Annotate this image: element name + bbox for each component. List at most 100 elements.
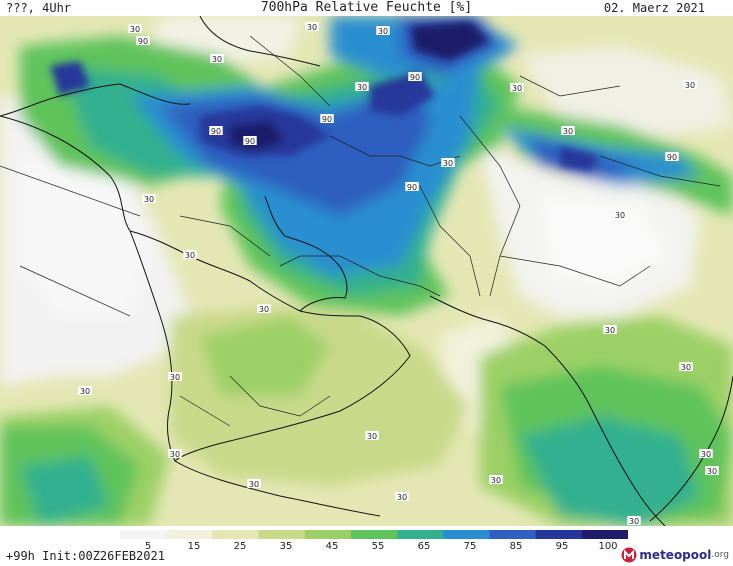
contour-label-bg	[355, 82, 369, 91]
contour-label-bg	[136, 36, 150, 45]
contour-label: 30	[397, 493, 407, 502]
contour-label-bg	[683, 80, 697, 89]
contour-label: 30	[185, 251, 195, 260]
contour-label: 30	[249, 480, 259, 489]
contour-label: 90	[410, 73, 420, 82]
contour-label-bg	[305, 22, 319, 31]
brand-name: meteopool	[639, 548, 712, 562]
colorbar-segment	[397, 530, 444, 539]
forecast-date: 02. Maerz 2021	[603, 1, 705, 15]
contour-label-bg	[247, 479, 261, 488]
contour-label: 90	[245, 137, 255, 146]
contour-label-bg	[243, 136, 257, 145]
contour-label-bg	[320, 114, 334, 123]
contour-label: 30	[170, 450, 180, 459]
header-bar: ???, 4Uhr 700hPa Relative Feuchte [%] 02…	[0, 0, 733, 16]
contour-label: 30	[443, 159, 453, 168]
colorbar-tick-label: 15	[187, 541, 201, 552]
colorbar-tick-label: 5	[144, 541, 152, 552]
contour-label-bg	[128, 24, 142, 33]
contour-label: 90	[322, 115, 332, 124]
contour-label: 30	[212, 55, 222, 64]
contour-label: 90	[667, 153, 677, 162]
brand-tld: .org	[711, 550, 729, 560]
contour-label: 30	[701, 450, 711, 459]
contour-label-bg	[395, 492, 409, 501]
contour-label-bg	[168, 449, 182, 458]
contour-label-bg	[561, 126, 575, 135]
colorbar-segment	[304, 530, 352, 539]
contour-label: 30	[80, 387, 90, 396]
contour-label-bg	[627, 516, 641, 525]
colorbar-tick-label: 95	[555, 541, 569, 552]
contour-label-bg	[376, 26, 390, 35]
colorbar-segment	[489, 530, 537, 539]
contour-label-bg	[603, 325, 617, 334]
colorbar-segment	[258, 530, 306, 539]
colorbar-tick-label: 100	[598, 541, 618, 552]
contour-label-bg	[209, 126, 223, 135]
coastlines	[0, 16, 733, 526]
contour-label: 30	[357, 83, 367, 92]
colorbar-segment	[443, 530, 490, 539]
colorbar-tick-label: 85	[509, 541, 523, 552]
colorbar-tick-label: 65	[417, 541, 431, 552]
humidity-map: 90 90 90 90 90 90 90 30 30 30 30 30 30 30 30 30 30 30 30 30…	[0, 16, 733, 526]
colorbar-segment	[212, 530, 260, 539]
contour-label: 30	[563, 127, 573, 136]
colorbar-segment	[166, 530, 213, 539]
contour-label: 30	[378, 27, 388, 36]
contour-label: 30	[491, 476, 501, 485]
colorbar-segment	[350, 530, 398, 539]
contour-label: 30	[144, 195, 154, 204]
contour-label: 30	[629, 517, 639, 526]
contour-label-bg	[679, 362, 693, 371]
colorbar-segment	[535, 530, 583, 539]
country-borders	[0, 35, 721, 427]
contour-label-bg	[78, 386, 92, 395]
forecast-time-label: ???, 4Uhr	[6, 1, 72, 15]
contour-label: 30	[307, 23, 317, 32]
colorbar-segment	[120, 530, 167, 539]
humidity-field	[0, 16, 733, 526]
contour-label-bg	[257, 304, 271, 313]
contour-label: 30	[130, 25, 140, 34]
contour-label: 30	[685, 81, 695, 90]
contour-label: 90	[407, 183, 417, 192]
contour-label-bg	[210, 54, 224, 63]
contour-label: 90	[211, 127, 221, 136]
colorbar-segment	[581, 530, 628, 539]
contour-label: 30	[512, 84, 522, 93]
contour-label-bg	[699, 449, 713, 458]
contour-label: 30	[170, 373, 180, 382]
contour-label-bg	[408, 72, 422, 81]
colorbar-tick-label: 75	[463, 541, 477, 552]
colorbar	[120, 530, 628, 539]
contour-label: 90	[138, 37, 148, 46]
contour-label-bg	[613, 210, 627, 219]
contour-label-bg	[665, 152, 679, 161]
contour-label-bg	[489, 475, 503, 484]
contour-label-bg	[365, 431, 379, 440]
contour-label-bg	[705, 466, 719, 475]
brand-logo-group[interactable]: meteopool .org	[621, 546, 729, 564]
colorbar-tick-label: 35	[279, 541, 293, 552]
meteopool-logo-icon	[621, 547, 637, 563]
contour-label-bg	[142, 194, 156, 203]
contour-labels: 90 90 90 90 90 90 90 30 30 30 30 30 30 30 30 30 30 30 30 30…	[78, 22, 719, 526]
colorbar-tick-label: 45	[325, 541, 339, 552]
colorbar-tick-label: 55	[371, 541, 385, 552]
contour-label-bg	[510, 83, 524, 92]
contour-label: 30	[259, 305, 269, 314]
colorbar-tick-label: 25	[233, 541, 247, 552]
contour-label: 30	[367, 432, 377, 441]
contour-label: 30	[605, 326, 615, 335]
contour-label-bg	[183, 250, 197, 259]
map-title: 700hPa Relative Feuchte [%]	[260, 0, 473, 15]
contour-label-bg	[168, 372, 182, 381]
contour-label: 30	[681, 363, 691, 372]
contour-label: 30	[615, 211, 625, 220]
contour-label-bg	[405, 182, 419, 191]
contour-label: 30	[707, 467, 717, 476]
init-time-label: +99h Init:00Z26FEB2021	[6, 549, 165, 563]
